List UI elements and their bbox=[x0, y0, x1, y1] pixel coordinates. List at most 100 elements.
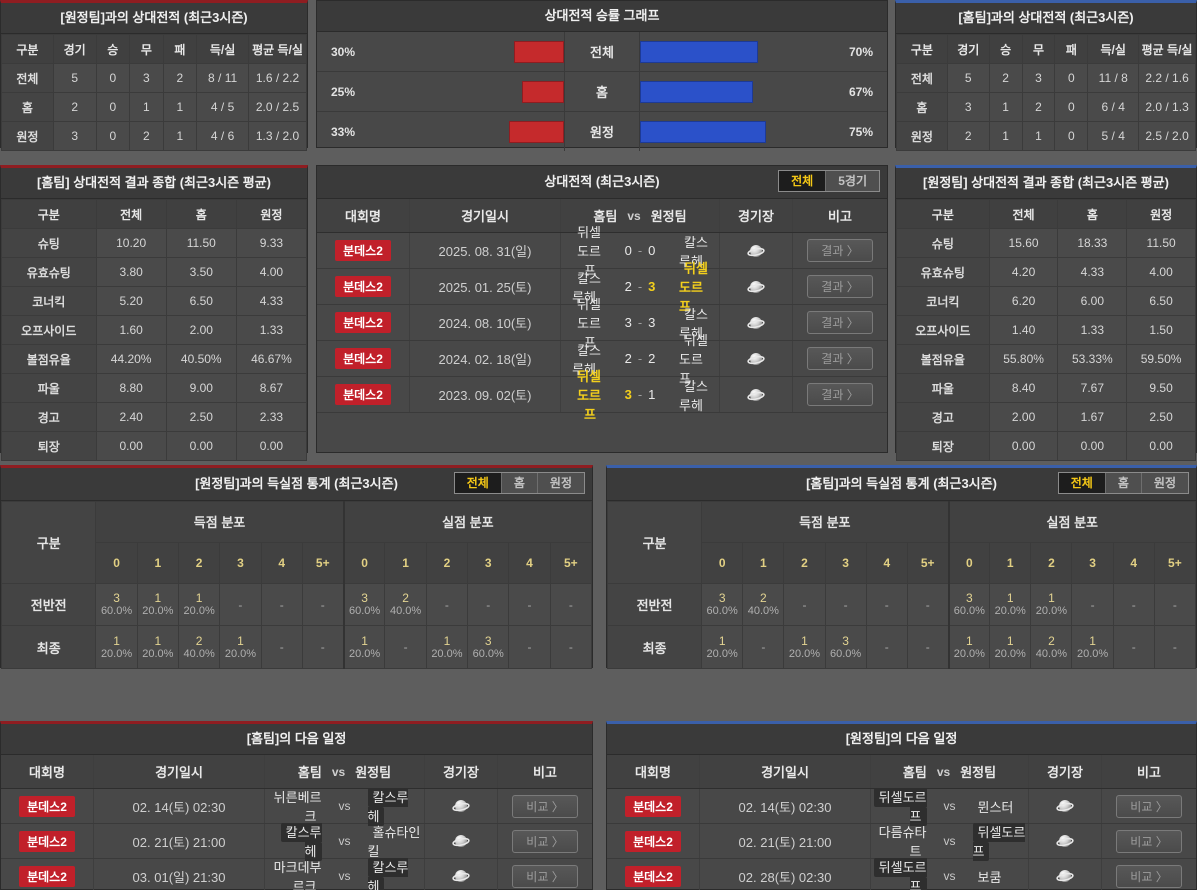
vs-home-record-table: 구분 경기 승 무 패 득/실 평균 득/실 전체 5 2 3 0 11 / 8 2.2 / 1.6 홈 3 1… bbox=[896, 34, 1196, 151]
home-team-name: 뒤셀도르프 bbox=[577, 369, 601, 422]
compare-button[interactable]: 비교 〉 bbox=[1116, 794, 1182, 818]
panel-title: [홈팀]의 다음 일정 bbox=[1, 724, 592, 755]
compare-button[interactable]: 비교 〉 bbox=[512, 829, 578, 853]
cell-value: 2.0 / 1.3 bbox=[1138, 92, 1196, 122]
arena-cell[interactable] bbox=[425, 824, 498, 858]
arena-cell[interactable] bbox=[720, 377, 793, 412]
goals-vs-home-table: 구분 득점 분포 실점 분포 0 1 2 3 4 5+ 0 1 2 3 4 5+ 전반전 3 60.0% 2 40.0… bbox=[606, 501, 1197, 669]
compare-button[interactable]: 비교 〉 bbox=[512, 864, 578, 888]
note-cell: 비교 〉 bbox=[498, 859, 592, 890]
arena-cell[interactable] bbox=[1029, 789, 1102, 823]
distribution-cell: 1 20.0% bbox=[989, 625, 1032, 669]
schedule-row: 분데스2 02. 14(토) 02:30 뒤셀도르프 vs 뮌스터 비교 〉 bbox=[607, 788, 1196, 826]
home-team-name: 칼스루헤 bbox=[280, 823, 322, 861]
distribution-cell: 1 20.0% bbox=[95, 625, 138, 669]
cell-value: 1.6 / 2.2 bbox=[248, 63, 307, 93]
cell-value: 1.40 bbox=[988, 315, 1059, 345]
table-row: 경고 2.00 1.67 2.50 bbox=[896, 402, 1196, 432]
home-score: 3 bbox=[624, 387, 632, 402]
vs-label: vs bbox=[943, 799, 956, 813]
row-label: 전반전 bbox=[606, 582, 703, 627]
panel-title-text: 상대전적 (최근3시즌) bbox=[544, 174, 660, 189]
schedule-row: 분데스2 02. 14(토) 02:30 뉘른베르크 vs 칼스루헤 비교 〉 bbox=[1, 788, 592, 826]
tab-전체[interactable]: 전체 bbox=[1058, 473, 1105, 493]
note-cell: 비교 〉 bbox=[498, 824, 592, 858]
bin-header: 1 bbox=[989, 541, 1032, 584]
result-button[interactable]: 결과 〉 bbox=[807, 383, 873, 406]
cell-value: 0 bbox=[1054, 92, 1089, 122]
row-label: 전체 bbox=[896, 63, 948, 93]
arena-cell[interactable] bbox=[720, 341, 793, 376]
compare-button[interactable]: 비교 〉 bbox=[512, 794, 578, 818]
vs-label: vs bbox=[338, 799, 351, 813]
cell-value: 0.00 bbox=[165, 431, 237, 461]
cell-value: 2.50 bbox=[1126, 402, 1196, 432]
cell-value: 0 bbox=[1054, 121, 1089, 151]
distribution-cell: - bbox=[1071, 582, 1114, 627]
goals-vs-away-table: 구분 득점 분포 실점 분포 0 1 2 3 4 5+ 0 1 2 3 4 5+ 전반전 3 60.0% 1 20.0… bbox=[0, 501, 593, 669]
match-date: 2024. 08. 10(토) bbox=[410, 305, 561, 340]
vs-label: vs bbox=[943, 869, 956, 883]
result-button[interactable]: 결과 〉 bbox=[807, 347, 873, 370]
result-button[interactable]: 결과 〉 bbox=[807, 239, 873, 262]
col-note: 비고 bbox=[828, 209, 852, 224]
arena-cell[interactable] bbox=[720, 269, 793, 304]
cell-value: 4 / 5 bbox=[196, 92, 250, 122]
distribution-cell: 1 20.0% bbox=[136, 625, 179, 669]
tab-전체[interactable]: 전체 bbox=[454, 473, 501, 493]
cell-value: 0 bbox=[95, 92, 131, 122]
row-label: 원정 bbox=[896, 121, 948, 151]
vs-label: vs bbox=[338, 834, 351, 848]
distribution-cell: - bbox=[783, 582, 826, 627]
arena-cell[interactable] bbox=[425, 859, 498, 890]
tab-원정[interactable]: 원정 bbox=[1140, 473, 1188, 493]
league-badge: 분데스2 bbox=[335, 240, 391, 261]
col-away-label: 원정팀 bbox=[355, 765, 392, 780]
row-label: 슈팅 bbox=[896, 228, 990, 258]
compare-button[interactable]: 비교 〉 bbox=[1116, 864, 1182, 888]
tab-원정[interactable]: 원정 bbox=[536, 473, 584, 493]
league-cell: 분데스2 bbox=[1, 859, 94, 890]
away-score: 1 bbox=[648, 387, 656, 402]
distribution-cell: 1 20.0% bbox=[219, 625, 262, 669]
note-cell: 결과 〉 bbox=[793, 233, 887, 268]
tab-5경기[interactable]: 5경기 bbox=[825, 171, 879, 191]
away-team-name: 뒤셀도르프 bbox=[679, 333, 708, 386]
col-league: 대회명 bbox=[1, 755, 94, 788]
h2h-match-row: 분데스2 2024. 02. 18(일) 칼스루헤 2-2 뒤셀도르프 결과 〉 bbox=[317, 333, 887, 386]
league-badge: 분데스2 bbox=[19, 830, 75, 852]
arena-cell[interactable] bbox=[1029, 824, 1102, 858]
cell-value: 9.50 bbox=[1126, 373, 1196, 403]
arena-cell[interactable] bbox=[1029, 859, 1102, 890]
result-button[interactable]: 결과 〉 bbox=[807, 275, 873, 298]
cell-value: 4.20 bbox=[988, 257, 1059, 287]
panel-title: [원정팀]과의 득실점 통계 (최근3시즌) 전체 홈 원정 bbox=[1, 468, 592, 501]
cell-value: 2.00 bbox=[988, 402, 1059, 432]
distribution-cell: 1 20.0% bbox=[177, 582, 221, 627]
tab-홈[interactable]: 홈 bbox=[500, 473, 537, 493]
arena-cell[interactable] bbox=[720, 305, 793, 340]
row-label: 볼점유율 bbox=[1, 344, 97, 374]
col-home-label: 홈팀 bbox=[902, 765, 927, 780]
bin-header: 2 bbox=[1030, 541, 1073, 584]
match-cell: 뒤셀도르프 0-0 칼스루헤 bbox=[561, 225, 720, 278]
row-label: 볼점유율 bbox=[896, 344, 990, 374]
league-cell: 분데스2 bbox=[317, 341, 410, 376]
arena-cell[interactable] bbox=[720, 233, 793, 268]
panel-title-text: [원정팀]과의 득실점 통계 (최근3시즌) bbox=[195, 476, 398, 491]
away-next-schedule-panel: [원정팀]의 다음 일정 대회명 경기일시 홈팀 vs 원정팀 경기장 비고 분데스2 02. … bbox=[606, 721, 1197, 890]
league-badge: 분데스2 bbox=[625, 795, 681, 817]
panel-title-text: [홈팀]과의 득실점 통계 (최근3시즌) bbox=[806, 476, 997, 491]
tab-전체[interactable]: 전체 bbox=[779, 171, 826, 191]
match-date: 2025. 01. 25(토) bbox=[410, 269, 561, 304]
cell-value: 3.80 bbox=[95, 257, 167, 287]
stadium-globe-icon bbox=[451, 796, 471, 816]
arena-cell[interactable] bbox=[425, 789, 498, 823]
result-button[interactable]: 결과 〉 bbox=[807, 311, 873, 334]
tab-홈[interactable]: 홈 bbox=[1104, 473, 1141, 493]
league-badge: 분데스2 bbox=[625, 830, 681, 852]
cell-value: 2 bbox=[988, 63, 1023, 93]
compare-button[interactable]: 비교 〉 bbox=[1116, 829, 1182, 853]
distribution-cell: 3 60.0% bbox=[824, 625, 867, 669]
